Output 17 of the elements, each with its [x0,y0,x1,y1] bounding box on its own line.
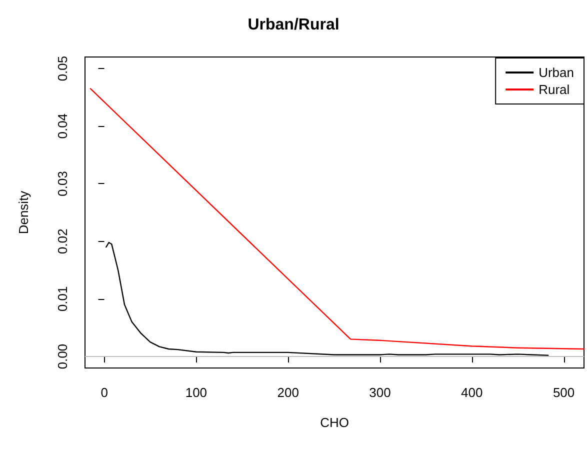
legend-label: Urban [538,65,574,80]
x-tick-label: 500 [552,385,575,400]
y-tick-label: 0.05 [55,56,70,82]
x-tick-label: 0 [100,385,108,400]
x-axis-title: CHO [320,415,349,430]
y-tick-label: 0.00 [55,344,70,370]
y-tick-label: 0.01 [55,286,70,312]
chart-title: Urban/Rural [248,16,340,34]
y-tick-label: 0.03 [55,171,70,196]
legend-label: Rural [538,82,570,97]
y-tick-label: 0.02 [55,228,70,254]
x-tick-label: 100 [185,385,208,400]
y-axis-title: Density [16,190,31,234]
x-tick-label: 200 [277,385,299,400]
x-tick-label: 400 [461,385,483,400]
x-tick-label: 300 [369,385,391,400]
y-tick-label: 0.04 [55,113,70,139]
